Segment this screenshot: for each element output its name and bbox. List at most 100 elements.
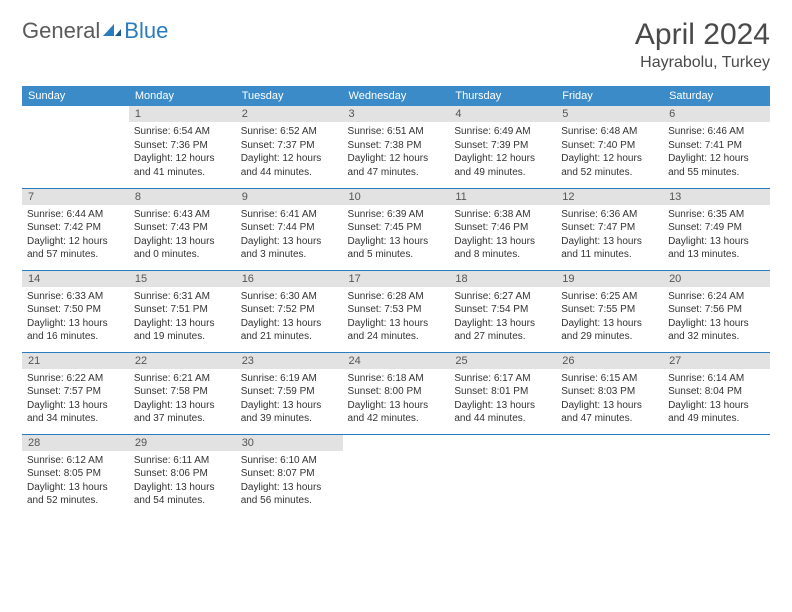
day-number: 24: [343, 353, 450, 369]
calendar-header-row: SundayMondayTuesdayWednesdayThursdayFrid…: [22, 86, 770, 106]
day-number: 11: [449, 189, 556, 205]
calendar-cell: 30Sunrise: 6:10 AMSunset: 8:07 PMDayligh…: [236, 434, 343, 516]
day-number: 28: [22, 435, 129, 451]
day-number: 23: [236, 353, 343, 369]
calendar-cell: [22, 106, 129, 188]
day-content: Sunrise: 6:11 AMSunset: 8:06 PMDaylight:…: [129, 451, 236, 512]
calendar-cell: 14Sunrise: 6:33 AMSunset: 7:50 PMDayligh…: [22, 270, 129, 352]
day-number: 19: [556, 271, 663, 287]
calendar-cell: 12Sunrise: 6:36 AMSunset: 7:47 PMDayligh…: [556, 188, 663, 270]
day-number: 30: [236, 435, 343, 451]
day-content: Sunrise: 6:17 AMSunset: 8:01 PMDaylight:…: [449, 369, 556, 430]
day-content: Sunrise: 6:43 AMSunset: 7:43 PMDaylight:…: [129, 205, 236, 266]
logo-text-blue: Blue: [124, 18, 168, 44]
day-content: Sunrise: 6:35 AMSunset: 7:49 PMDaylight:…: [663, 205, 770, 266]
header: General Blue April 2024 Hayrabolu, Turkey: [22, 18, 770, 72]
calendar-cell: 9Sunrise: 6:41 AMSunset: 7:44 PMDaylight…: [236, 188, 343, 270]
calendar-row: 7Sunrise: 6:44 AMSunset: 7:42 PMDaylight…: [22, 188, 770, 270]
calendar-cell: 1Sunrise: 6:54 AMSunset: 7:36 PMDaylight…: [129, 106, 236, 188]
calendar-cell: 22Sunrise: 6:21 AMSunset: 7:58 PMDayligh…: [129, 352, 236, 434]
day-content: Sunrise: 6:31 AMSunset: 7:51 PMDaylight:…: [129, 287, 236, 348]
calendar-cell: 19Sunrise: 6:25 AMSunset: 7:55 PMDayligh…: [556, 270, 663, 352]
logo-text-gray: General: [22, 18, 100, 44]
calendar-cell: 18Sunrise: 6:27 AMSunset: 7:54 PMDayligh…: [449, 270, 556, 352]
weekday-header: Saturday: [663, 86, 770, 106]
day-number: 17: [343, 271, 450, 287]
day-number: 15: [129, 271, 236, 287]
day-number: 27: [663, 353, 770, 369]
day-content: Sunrise: 6:52 AMSunset: 7:37 PMDaylight:…: [236, 122, 343, 183]
calendar-cell: 4Sunrise: 6:49 AMSunset: 7:39 PMDaylight…: [449, 106, 556, 188]
day-content: Sunrise: 6:39 AMSunset: 7:45 PMDaylight:…: [343, 205, 450, 266]
calendar-cell: 11Sunrise: 6:38 AMSunset: 7:46 PMDayligh…: [449, 188, 556, 270]
calendar-body: 1Sunrise: 6:54 AMSunset: 7:36 PMDaylight…: [22, 106, 770, 516]
calendar-cell: 24Sunrise: 6:18 AMSunset: 8:00 PMDayligh…: [343, 352, 450, 434]
day-content: Sunrise: 6:44 AMSunset: 7:42 PMDaylight:…: [22, 205, 129, 266]
calendar-row: 14Sunrise: 6:33 AMSunset: 7:50 PMDayligh…: [22, 270, 770, 352]
title-block: April 2024 Hayrabolu, Turkey: [635, 18, 770, 72]
calendar-cell: 20Sunrise: 6:24 AMSunset: 7:56 PMDayligh…: [663, 270, 770, 352]
day-content: Sunrise: 6:18 AMSunset: 8:00 PMDaylight:…: [343, 369, 450, 430]
calendar-page: General Blue April 2024 Hayrabolu, Turkey…: [0, 0, 792, 534]
day-content: Sunrise: 6:36 AMSunset: 7:47 PMDaylight:…: [556, 205, 663, 266]
day-number: 29: [129, 435, 236, 451]
day-content: Sunrise: 6:48 AMSunset: 7:40 PMDaylight:…: [556, 122, 663, 183]
day-number: 4: [449, 106, 556, 122]
day-content: Sunrise: 6:54 AMSunset: 7:36 PMDaylight:…: [129, 122, 236, 183]
calendar-cell: [663, 434, 770, 516]
day-content: Sunrise: 6:14 AMSunset: 8:04 PMDaylight:…: [663, 369, 770, 430]
day-number: 25: [449, 353, 556, 369]
calendar-cell: 28Sunrise: 6:12 AMSunset: 8:05 PMDayligh…: [22, 434, 129, 516]
calendar-cell: 23Sunrise: 6:19 AMSunset: 7:59 PMDayligh…: [236, 352, 343, 434]
day-number: 7: [22, 189, 129, 205]
weekday-header: Friday: [556, 86, 663, 106]
day-number: 14: [22, 271, 129, 287]
weekday-header: Thursday: [449, 86, 556, 106]
day-number: 26: [556, 353, 663, 369]
day-number: 9: [236, 189, 343, 205]
day-number: 10: [343, 189, 450, 205]
calendar-row: 28Sunrise: 6:12 AMSunset: 8:05 PMDayligh…: [22, 434, 770, 516]
day-content: Sunrise: 6:30 AMSunset: 7:52 PMDaylight:…: [236, 287, 343, 348]
calendar-cell: [343, 434, 450, 516]
day-content: Sunrise: 6:51 AMSunset: 7:38 PMDaylight:…: [343, 122, 450, 183]
day-content: Sunrise: 6:21 AMSunset: 7:58 PMDaylight:…: [129, 369, 236, 430]
day-number: 16: [236, 271, 343, 287]
day-content: Sunrise: 6:10 AMSunset: 8:07 PMDaylight:…: [236, 451, 343, 512]
day-content: Sunrise: 6:49 AMSunset: 7:39 PMDaylight:…: [449, 122, 556, 183]
day-number: 1: [129, 106, 236, 122]
logo-triangle-icon: [103, 18, 123, 44]
day-content: Sunrise: 6:27 AMSunset: 7:54 PMDaylight:…: [449, 287, 556, 348]
day-number: 6: [663, 106, 770, 122]
day-content: Sunrise: 6:25 AMSunset: 7:55 PMDaylight:…: [556, 287, 663, 348]
calendar-cell: 13Sunrise: 6:35 AMSunset: 7:49 PMDayligh…: [663, 188, 770, 270]
day-content: Sunrise: 6:38 AMSunset: 7:46 PMDaylight:…: [449, 205, 556, 266]
day-number: 13: [663, 189, 770, 205]
day-content: Sunrise: 6:28 AMSunset: 7:53 PMDaylight:…: [343, 287, 450, 348]
calendar-cell: 16Sunrise: 6:30 AMSunset: 7:52 PMDayligh…: [236, 270, 343, 352]
day-content: Sunrise: 6:15 AMSunset: 8:03 PMDaylight:…: [556, 369, 663, 430]
location-text: Hayrabolu, Turkey: [635, 54, 770, 72]
day-number: 5: [556, 106, 663, 122]
day-number: 3: [343, 106, 450, 122]
calendar-cell: 2Sunrise: 6:52 AMSunset: 7:37 PMDaylight…: [236, 106, 343, 188]
calendar-cell: 29Sunrise: 6:11 AMSunset: 8:06 PMDayligh…: [129, 434, 236, 516]
day-number: 18: [449, 271, 556, 287]
calendar-cell: 27Sunrise: 6:14 AMSunset: 8:04 PMDayligh…: [663, 352, 770, 434]
calendar-cell: 25Sunrise: 6:17 AMSunset: 8:01 PMDayligh…: [449, 352, 556, 434]
calendar-cell: 6Sunrise: 6:46 AMSunset: 7:41 PMDaylight…: [663, 106, 770, 188]
calendar-cell: 26Sunrise: 6:15 AMSunset: 8:03 PMDayligh…: [556, 352, 663, 434]
logo: General Blue: [22, 18, 168, 44]
calendar-row: 1Sunrise: 6:54 AMSunset: 7:36 PMDaylight…: [22, 106, 770, 188]
calendar-cell: 7Sunrise: 6:44 AMSunset: 7:42 PMDaylight…: [22, 188, 129, 270]
calendar-cell: 17Sunrise: 6:28 AMSunset: 7:53 PMDayligh…: [343, 270, 450, 352]
day-content: Sunrise: 6:12 AMSunset: 8:05 PMDaylight:…: [22, 451, 129, 512]
weekday-header: Wednesday: [343, 86, 450, 106]
day-number: 2: [236, 106, 343, 122]
calendar-cell: [556, 434, 663, 516]
calendar-cell: [449, 434, 556, 516]
day-number: 21: [22, 353, 129, 369]
calendar-cell: 15Sunrise: 6:31 AMSunset: 7:51 PMDayligh…: [129, 270, 236, 352]
day-content: Sunrise: 6:46 AMSunset: 7:41 PMDaylight:…: [663, 122, 770, 183]
weekday-header: Sunday: [22, 86, 129, 106]
